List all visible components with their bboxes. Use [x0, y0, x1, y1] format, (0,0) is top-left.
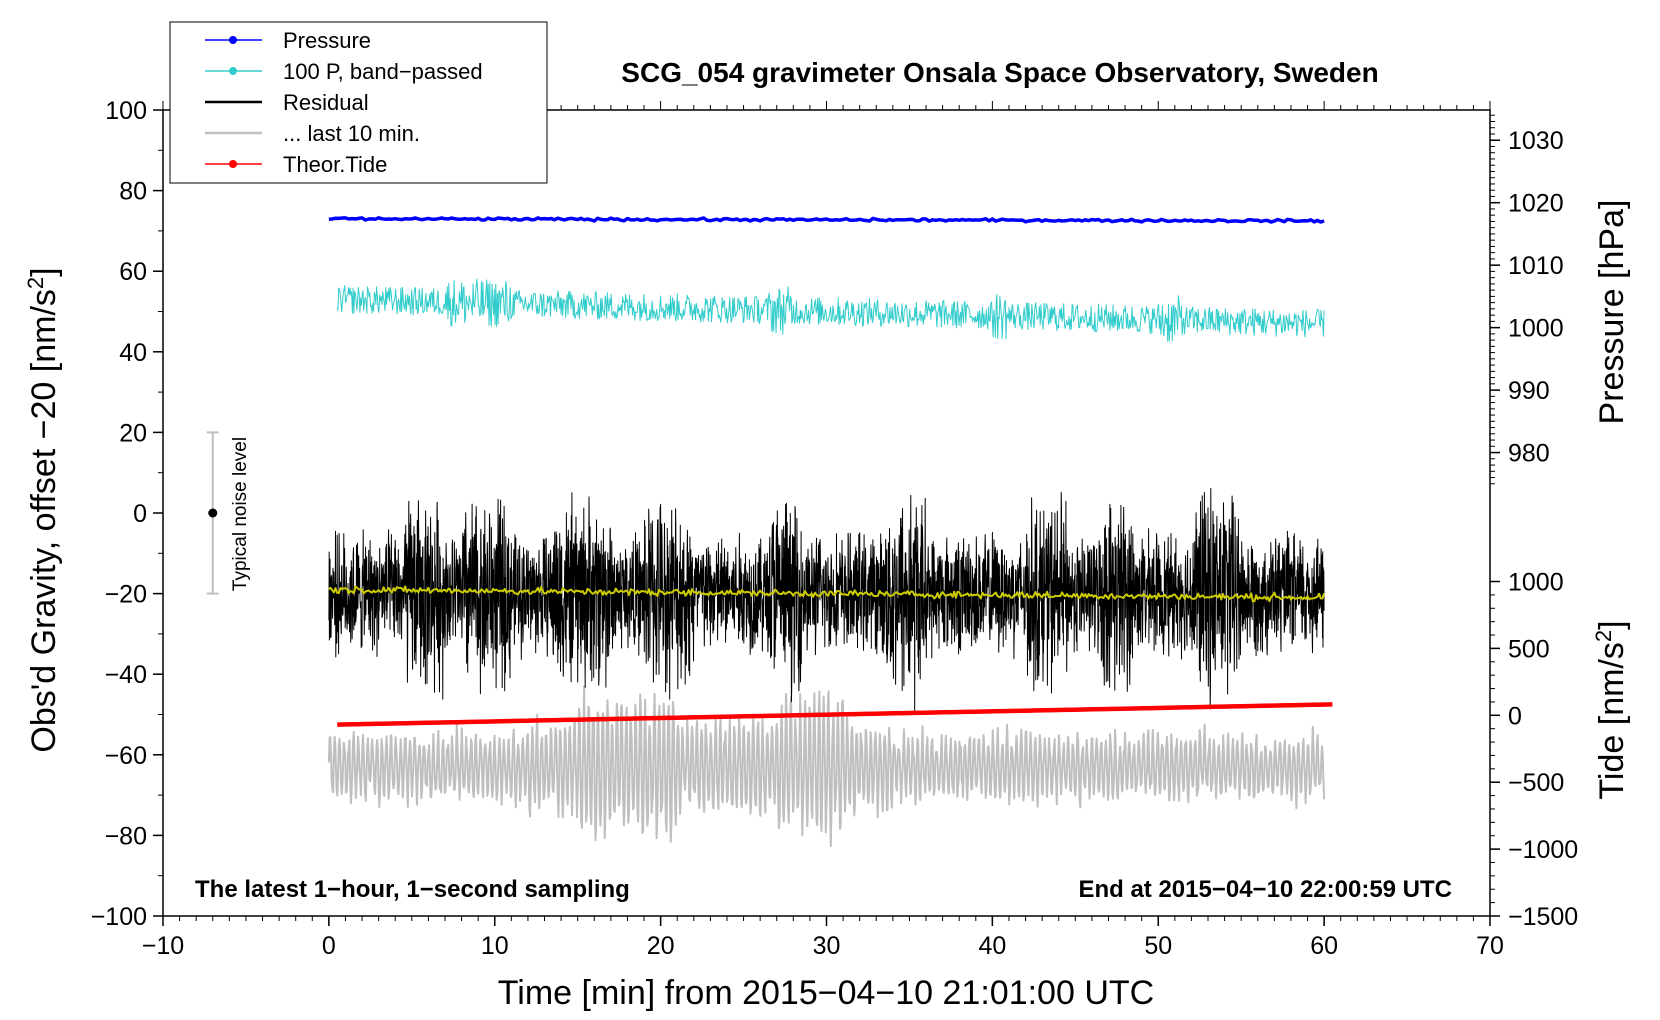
y-tick-label: −60	[105, 742, 147, 770]
pressure-tick-label: 1010	[1508, 252, 1564, 280]
series-residual-smoothed	[328, 585, 1326, 603]
noise-level-indicator	[206, 431, 219, 595]
end-time-annotation: End at 2015−04−10 22:00:59 UTC	[1078, 876, 1452, 903]
y-axis-tide-title-sup: 2	[1591, 630, 1616, 642]
series-last-10-min	[327, 685, 1326, 848]
tide-tick-label: −1500	[1508, 903, 1578, 931]
legend-marker	[229, 36, 237, 44]
legend-label: 100 P, band−passed	[283, 59, 483, 84]
y-axis-tide-title-close: ]	[1593, 620, 1631, 629]
series-layer	[327, 216, 1333, 848]
noise-level-label: Typical noise level	[230, 437, 251, 591]
x-tick-label: 10	[481, 932, 509, 960]
x-tick-label: 60	[1310, 932, 1338, 960]
tide-tick-label: 1000	[1508, 569, 1564, 597]
pressure-tick-label: 1000	[1508, 315, 1564, 343]
pressure-tick-label: 990	[1508, 377, 1550, 405]
y-tick-label: −100	[91, 903, 147, 931]
legend-marker	[229, 67, 237, 75]
y-axis-left-title: Obs'd Gravity, offset −20 [nm/s2]	[23, 267, 63, 752]
tide-tick-label: 500	[1508, 635, 1550, 663]
legend-label: Pressure	[283, 28, 371, 53]
y-tick-label: −40	[105, 661, 147, 689]
tide-tick-label: −500	[1508, 769, 1564, 797]
x-tick-label: 20	[647, 932, 675, 960]
series-theoretical-tide	[337, 702, 1333, 727]
y-axis-left-title-close: ]	[25, 267, 63, 276]
tide-tick-label: 0	[1508, 702, 1522, 730]
x-tick-label: 30	[813, 932, 841, 960]
y-axis-tide-title-main: Tide [nm/s	[1593, 642, 1631, 799]
y-tick-label: 40	[119, 339, 147, 367]
sampling-annotation: The latest 1−hour, 1−second sampling	[195, 876, 630, 903]
series-pressure	[328, 216, 1325, 224]
legend-label: ... last 10 min.	[283, 121, 420, 146]
pressure-tick-label: 1020	[1508, 190, 1564, 218]
x-tick-label: 50	[1144, 932, 1172, 960]
noise-bar-center-dot	[208, 508, 218, 518]
y-axis-tide-title: Tide [nm/s2]	[1591, 620, 1631, 799]
y-tick-label: −80	[105, 822, 147, 850]
legend-label: Theor.Tide	[283, 152, 387, 177]
x-tick-label: 40	[978, 932, 1006, 960]
chart-title: SCG_054 gravimeter Onsala Space Observat…	[621, 57, 1378, 88]
pressure-tick-label: 1030	[1508, 127, 1564, 155]
y-axis-left-title-sup: 2	[23, 277, 48, 289]
x-axis-title: Time [min] from 2015−04−10 21:01:00 UTC	[498, 974, 1154, 1012]
y-tick-label: −20	[105, 581, 147, 609]
y-tick-label: 0	[133, 500, 147, 528]
y-tick-label: 80	[119, 178, 147, 206]
y-axis-pressure-title: Pressure [hPa]	[1593, 200, 1631, 425]
legend: Pressure 100 P, band−passed Residual ... la…	[169, 21, 548, 184]
y-axis-left-title-main: Obs'd Gravity, offset −20 [nm/s	[25, 289, 63, 752]
pressure-tick-label: 980	[1508, 440, 1550, 468]
legend-label: Residual	[283, 90, 369, 115]
y-tick-label: 100	[105, 97, 147, 125]
y-tick-label: 60	[119, 258, 147, 286]
ticks-layer: −10 0 10 20 30 40 50 60 70100806040200−20−40−60−…	[91, 97, 1579, 960]
y-tick-label: 20	[119, 419, 147, 447]
series-residual	[328, 488, 1325, 714]
tide-tick-label: −1000	[1508, 836, 1578, 864]
x-tick-label: −10	[142, 932, 184, 960]
series-band-passed-pressure	[336, 278, 1325, 342]
x-tick-label: 0	[322, 932, 336, 960]
x-tick-label: 70	[1476, 932, 1504, 960]
legend-marker	[229, 160, 237, 168]
